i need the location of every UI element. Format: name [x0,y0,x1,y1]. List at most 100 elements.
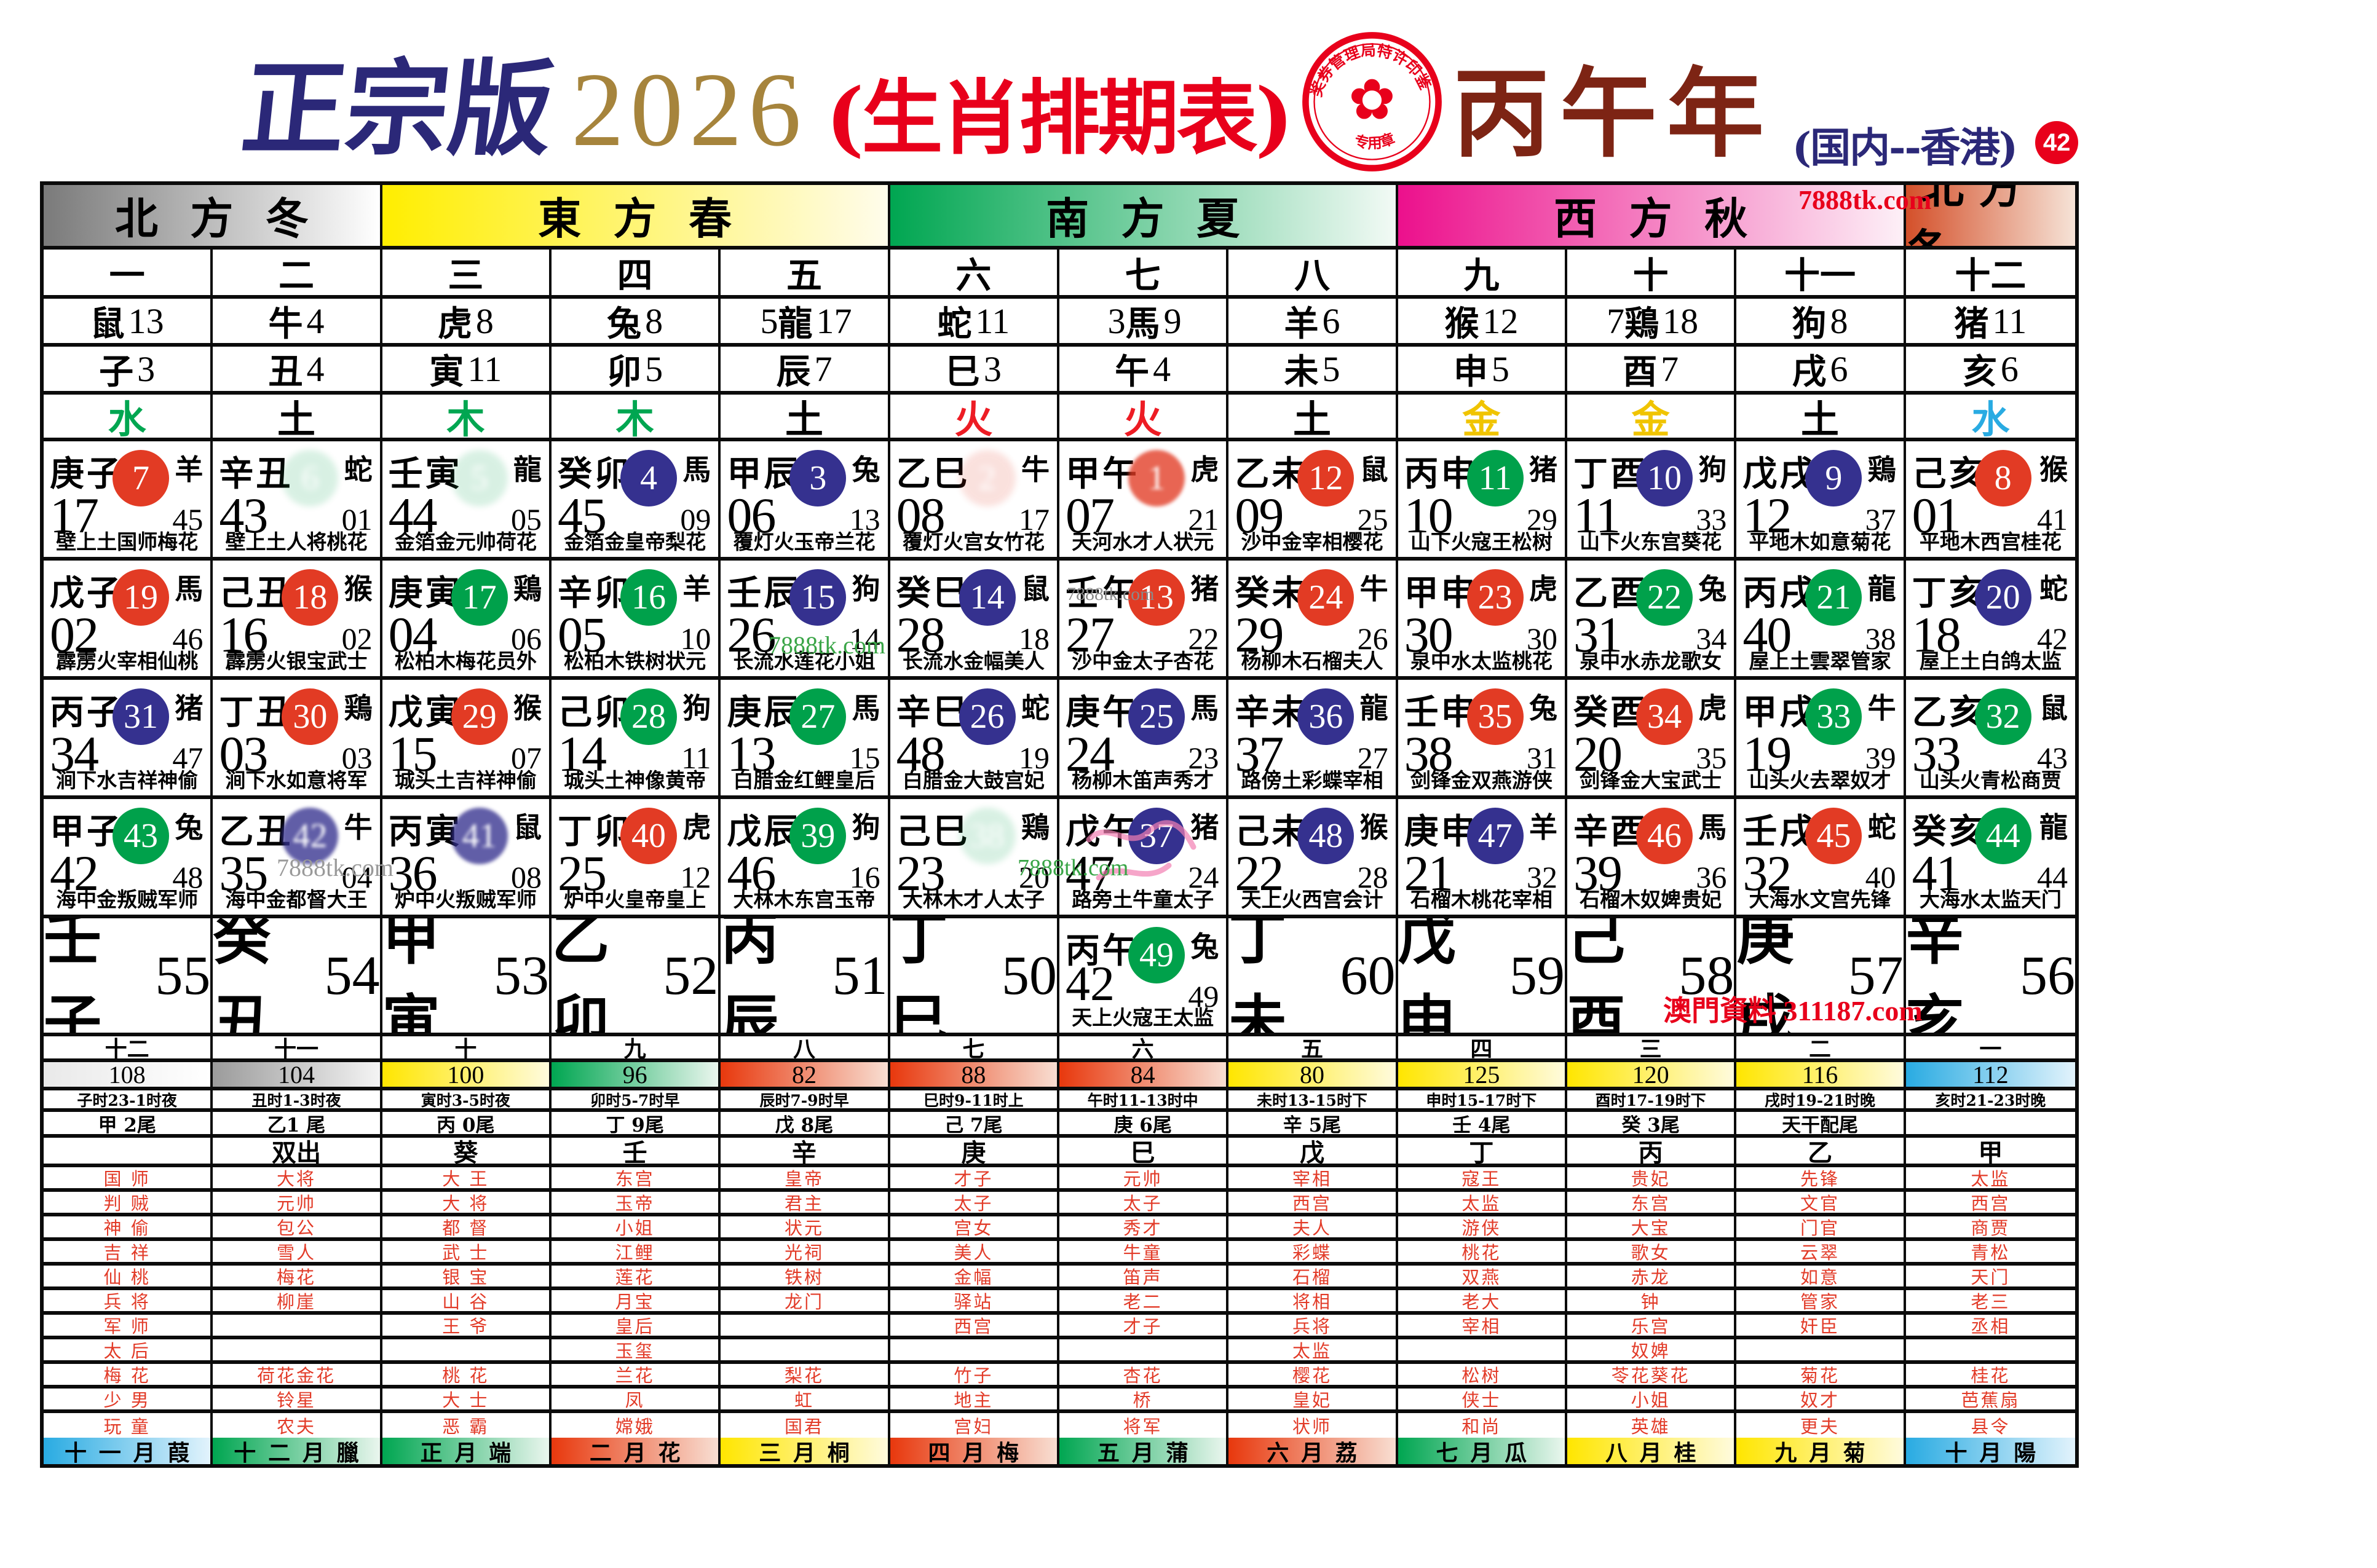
ganzhi-label: 辛巳 [896,692,970,733]
svg-text:✿: ✿ [1348,67,1396,133]
cycle-number: 52 [663,945,719,1006]
month-bar-正月端: 正月端 [382,1438,552,1464]
ganzhi-label: 戊申 [1398,918,1457,1033]
title-cell: 将相 [1228,1290,1398,1311]
big-number: 18 [1912,607,1961,663]
small-number: 17 [1019,502,1050,537]
cycle-number: 59 [1509,945,1565,1006]
cycle-number: 51 [832,945,888,1006]
jiazi-cell-己巳: 己巳 鶏 23 38 20 大林木才人太子 [890,799,1059,915]
ganzhi-label: 己亥 [1912,454,1986,494]
season-北方冬: 北方冬 [1905,185,2075,246]
jiazi-cell-癸酉: 癸酉 虎 20 34 35 剑锋金大宝武士 [1567,680,1737,795]
title-cell: 梨花 [721,1364,890,1385]
title-cell: 铁树 [721,1266,890,1286]
footer-month-一: 一 [1979,1036,2002,1058]
big-number: 28 [896,607,946,663]
element-char: 金 [1462,397,1501,438]
ball-number: 17 [462,578,497,617]
nayin-text: 金箔金皇帝梨花 [564,530,706,554]
watermark-2: 7888tk.com [1067,584,1155,604]
footer-month-七: 七 [890,1036,1059,1058]
month-bar-九月菊: 九月菊 [1736,1438,1906,1464]
ganzhi-label: 丁未 [1228,918,1288,1033]
title-cell: 文官 [1736,1192,1906,1213]
nayin-text: 海中金都督大王 [225,888,368,912]
footer-month-八: 八 [721,1036,890,1058]
jiazi-cell-乙巳: 乙巳 牛 08 2 17 覆灯火宫女竹花 [890,441,1059,557]
month-九: 九 [1398,250,1567,295]
title-cell: 小姐 [552,1216,721,1237]
big-number: 25 [558,845,607,901]
lottery-ball: 4 [620,450,677,506]
title-cell: 桃 花 [382,1364,552,1385]
ganzhi-label: 丙申 [1404,454,1478,494]
sum-bar: 88 [890,1062,1059,1087]
jiazi-cell-甲申: 甲申 虎 30 23 30 泉中水太监桃花 [1398,561,1567,676]
jiazi-cell-甲辰: 甲辰 兔 06 3 13 覆灯火玉帝兰花 [721,441,890,557]
ball-number: 33 [1816,698,1851,736]
ball-number: 26 [970,698,1005,736]
titles-row-4: 吉 祥雪人武 士江鲤 光祠 美人 牛童 彩蝶 桃花 歌女 云翠 青松 [44,1241,2075,1266]
zodiac-label: 猴 [344,572,373,605]
title-cell: 赤龙 [1567,1266,1737,1286]
jiazi-cell-甲戌: 甲戌 牛 19 33 39 山头火去翠奴才 [1736,680,1906,795]
title-cell [1059,1339,1229,1360]
small-number: 18 [1019,621,1050,656]
tail-cell: 丁 9尾 [552,1112,721,1134]
jiazi-cell-己酉: 己酉 58 [1567,918,1737,1033]
lottery-ball: 29 [451,688,508,745]
title-cell: 太监 [1228,1339,1398,1360]
big-number: 07 [1066,487,1115,543]
title-cell: 国 师 [44,1167,213,1188]
lottery-ball: 1 [1128,450,1185,506]
branch-cell: 子 3 [44,347,213,391]
nayin-text: 平地木如意菊花 [1749,530,1891,554]
lottery-ball: 44 [1974,808,2031,864]
small-number: 06 [511,621,542,656]
footer-month-六: 六 [1059,1036,1229,1058]
zodiac-cell: 鼠 13 [44,299,213,343]
cycle-number: 57 [1848,945,1904,1006]
ball-number: 47 [1477,817,1513,855]
nayin-text: 路旁土牛童太子 [1072,888,1214,912]
title-cell: 嫦娥 [552,1413,721,1438]
title-cell: 桂花 [1971,1365,2011,1385]
title-cell: 大 将 [382,1192,552,1213]
title-cell: 侠士 [1398,1389,1567,1409]
small-number: 03 [341,741,373,775]
jiazi-cell-壬子: 壬子 55 [44,918,213,1033]
small-number: 09 [680,502,711,537]
lottery-ball: 31 [113,688,169,745]
zodiac-label: 兔 [1698,572,1727,605]
zodiac-label: 猪 [175,691,204,725]
season-南方夏: 南方夏 [890,185,1398,246]
cycle-number: 58 [1679,945,1734,1006]
title-cell: 更夫 [1736,1413,1906,1438]
jiazi-cell-辛亥: 辛亥 56 [1906,918,2075,1033]
jiazi-cell-庚午: 庚午 馬 24 25 23 杨柳木笛声秀才 [1059,680,1229,795]
title-cell: 西宫 [1228,1192,1398,1213]
footer-month-十: 十 [382,1036,552,1058]
title-cell: 大 士 [382,1389,552,1409]
small-number: 31 [1527,741,1557,775]
zodiac-label: 鼠 [513,811,542,844]
lottery-ball: 19 [113,569,169,626]
big-number: 19 [1742,726,1792,782]
nayin-text: 涧下水如意将军 [225,768,368,792]
nayin-text: 松柏木铁树状元 [564,649,706,673]
title-cell: 彩蝶 [1228,1241,1398,1262]
big-number: 22 [1235,845,1284,901]
title-cell: 光祠 [721,1241,890,1262]
title-cell: 军 师 [44,1315,213,1336]
ball-number: 22 [1647,578,1682,617]
nayin-text: 山下火寇王松树 [1410,530,1552,554]
small-number: 22 [1188,621,1219,656]
ganzhi-label: 庚辰 [727,692,801,733]
element-木: 木 [382,395,552,438]
small-number: 04 [341,860,373,894]
nayin-text: 大林木才人太子 [902,888,1045,912]
footer-month-三: 三 [1567,1036,1737,1058]
